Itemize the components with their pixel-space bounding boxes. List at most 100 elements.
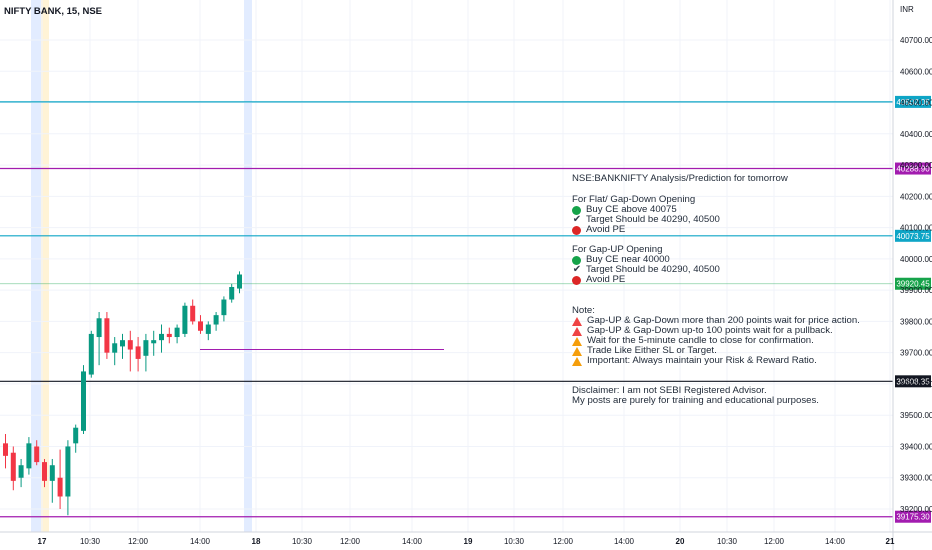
candle-body	[26, 443, 32, 469]
price-tick-label: 39600.00	[900, 380, 932, 389]
level-price-tag	[895, 229, 931, 242]
note-item: Gap-UP & Gap-Down more than 200 points w…	[587, 315, 860, 326]
session-band	[41, 0, 49, 532]
candle-body	[73, 427, 79, 444]
candle-body	[65, 446, 71, 497]
time-tick-label: 10:30	[292, 537, 313, 546]
price-tick-label: 40300.00	[900, 161, 932, 170]
price-tick-label: 39400.00	[900, 442, 932, 451]
red-circle-icon	[572, 225, 581, 235]
candle-body	[198, 321, 203, 331]
time-tick-label: 21	[886, 537, 895, 546]
level-price-label: 40073.75	[896, 232, 930, 241]
price-tick-label: 40400.00	[900, 130, 932, 139]
level-price-label: 39608.35	[896, 377, 930, 386]
candle-body	[205, 324, 211, 334]
level-price-tag	[895, 277, 931, 290]
green-circle-icon	[572, 205, 581, 215]
level-price-label: 40288.90	[896, 165, 930, 174]
candle-body	[182, 305, 188, 334]
candle-body	[166, 333, 172, 338]
price-tick-label: 40600.00	[900, 67, 932, 76]
time-tick-label: 14:00	[190, 537, 211, 546]
candle-body	[237, 274, 242, 289]
note-block: Note: Gap-UP & Gap-Down more than 200 po…	[572, 306, 860, 366]
flat-item: Avoid PE	[586, 224, 626, 235]
level-price-label: 39920.45	[896, 280, 930, 289]
price-tick-label: 40700.00	[900, 36, 932, 45]
candle-body	[3, 443, 8, 456]
candle-body	[18, 465, 24, 478]
level-price-label: 39175.30	[896, 513, 930, 522]
gapup-heading: For Gap-UP Opening	[572, 244, 663, 255]
disclaimer-block: Disclaimer: I am not SEBI Registered Adv…	[572, 386, 819, 406]
level-price-tag	[895, 95, 931, 108]
candle-body	[34, 446, 40, 463]
price-tick-label: 39500.00	[900, 411, 932, 420]
price-tick-label: 40500.00	[900, 99, 932, 108]
candle-body	[229, 287, 235, 300]
time-tick-label: 14:00	[614, 537, 635, 546]
warning-icon	[572, 346, 582, 356]
red-triangle-icon	[572, 326, 582, 336]
time-tick-label: 19	[464, 537, 473, 546]
time-tick-label: 12:00	[128, 537, 149, 546]
flat-item: Target Should be 40290, 40500	[586, 214, 720, 225]
disclaimer-line: My posts are purely for training and edu…	[572, 395, 819, 406]
candle-body	[213, 315, 219, 325]
candle-body	[81, 371, 86, 431]
price-tick-label: 40200.00	[900, 192, 932, 201]
price-tick-label: 39200.00	[900, 505, 932, 514]
price-tick-label: 39800.00	[900, 317, 932, 326]
level-price-tag	[895, 510, 931, 523]
disclaimer-line: Disclaimer: I am not SEBI Registered Adv…	[572, 385, 767, 396]
warning-icon	[572, 356, 582, 366]
red-triangle-icon	[572, 316, 582, 326]
flat-opening-block: For Flat/ Gap-Down Opening Buy CE above …	[572, 195, 720, 235]
note-heading: Note:	[572, 305, 595, 316]
level-price-tag	[895, 375, 931, 388]
price-tick-label: 40000.00	[900, 255, 932, 264]
price-tick-label: 39700.00	[900, 349, 932, 358]
candle-body	[88, 333, 94, 375]
check-mark-icon: ✔	[572, 214, 582, 225]
gapup-item: Buy CE near 40000	[586, 254, 670, 265]
time-tick-label: 12:00	[553, 537, 574, 546]
candle-body	[151, 340, 157, 344]
candle-body	[49, 465, 55, 481]
level-price-label: 40502.05	[896, 98, 930, 107]
flat-item: Buy CE above 40075	[586, 204, 677, 215]
session-band	[244, 0, 252, 532]
candle-body	[221, 299, 227, 316]
time-tick-label: 10:30	[80, 537, 101, 546]
note-item: Wait for the 5-minute candle to close fo…	[587, 335, 814, 346]
time-tick-label: 12:00	[764, 537, 785, 546]
candle-body	[120, 340, 125, 347]
candle-body	[159, 333, 164, 341]
time-tick-label: 10:30	[717, 537, 738, 546]
session-band	[31, 0, 41, 532]
note-item: Important: Always maintain your Risk & R…	[587, 355, 817, 366]
red-circle-icon	[572, 275, 581, 285]
price-tick-label: 40100.00	[900, 224, 932, 233]
time-tick-label: 12:00	[340, 537, 361, 546]
candle-body	[104, 318, 110, 353]
candle-body	[57, 477, 63, 497]
candle-body	[174, 327, 180, 338]
time-tick-label: 18	[252, 537, 261, 546]
time-tick-label: 17	[38, 537, 47, 546]
symbol-title: NIFTY BANK, 15, NSE	[4, 6, 103, 17]
analysis-title: NSE:BANKNIFTY Analysis/Prediction for to…	[572, 173, 788, 184]
gapup-opening-block: For Gap-UP Opening Buy CE near 40000 ✔ Ta…	[572, 245, 720, 285]
candle-body	[10, 452, 16, 481]
gapup-item: Avoid PE	[586, 274, 626, 285]
gapup-item: Target Should be 40290, 40500	[586, 264, 720, 275]
price-tick-label: 39900.00	[900, 286, 932, 295]
candle-body	[42, 462, 47, 481]
green-circle-icon	[572, 255, 581, 265]
level-price-tag	[895, 162, 931, 175]
time-tick-label: 14:00	[402, 537, 423, 546]
currency-label: INR	[900, 5, 914, 14]
candle-body	[96, 318, 102, 338]
